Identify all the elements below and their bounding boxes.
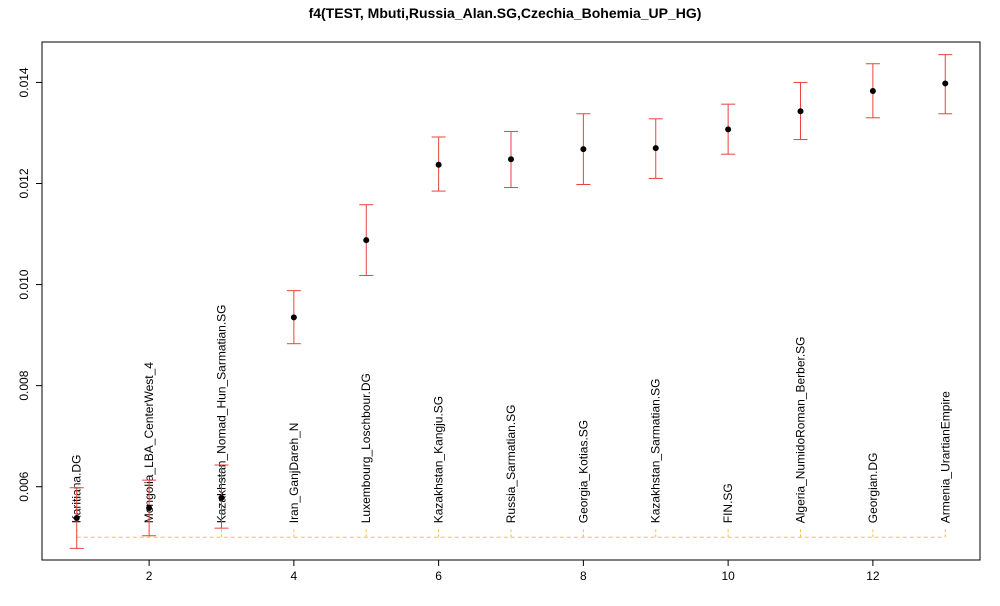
point-label: Kazakhstan_Sarmatian.SG [649, 379, 663, 524]
data-point [290, 314, 297, 321]
y-tick-label: 0.010 [17, 269, 31, 299]
point-label: Georgian.DG [866, 453, 880, 524]
point-label: Georgia_Kotias.SG [576, 420, 590, 523]
data-point [435, 161, 442, 168]
point-labels: Karitiana.DG Mongolia_LBA_CenterWest_4 Kaz… [70, 304, 953, 523]
y-axis: 0.006 0.008 0.010 0.012 0.014 [17, 67, 42, 502]
y-tick-label: 0.008 [17, 370, 31, 400]
point-label: Luxembourg_Loschbour.DG [359, 373, 373, 523]
x-tick-label: 4 [291, 569, 298, 583]
y-tick-label: 0.012 [17, 168, 31, 198]
plot-frame [41, 41, 981, 561]
point-label: Iran_GanjDareh_N [287, 423, 301, 524]
point-label: Armenia_UrartianEmpire [938, 391, 952, 523]
data-points [73, 80, 949, 522]
baseline-group [76, 529, 946, 538]
x-tick-label: 12 [866, 569, 880, 583]
data-point [652, 145, 659, 152]
data-point [146, 504, 153, 511]
y-tick-label: 0.014 [17, 67, 31, 97]
data-point [73, 515, 80, 522]
y-tick-label: 0.006 [17, 471, 31, 501]
x-tick-label: 2 [146, 569, 153, 583]
x-axis: 2 4 6 8 10 12 [146, 560, 880, 583]
data-point [725, 126, 732, 133]
point-label: Kazakhstan_Nomad_Hun_Sarmatian.SG [214, 304, 228, 523]
data-point [869, 88, 876, 95]
point-label: Mongolia_LBA_CenterWest_4 [142, 362, 156, 524]
data-point [363, 237, 370, 244]
data-point [942, 80, 949, 87]
point-label: FIN.SG [721, 483, 735, 523]
point-label: Russia_Sarmatian.SG [504, 405, 518, 524]
point-label: Algeria_NumidoRoman_Berber.SG [794, 336, 808, 523]
x-tick-label: 8 [580, 569, 587, 583]
data-point [218, 494, 225, 501]
data-point [797, 108, 804, 115]
point-label: Kazakhstan_Kangju.SG [432, 396, 446, 523]
x-tick-label: 6 [435, 569, 442, 583]
data-point [508, 156, 514, 163]
chart-title: f4(TEST, Mbuti,Russia_Alan.SG,Czechia_Bo… [309, 5, 702, 21]
x-tick-label: 10 [721, 569, 735, 583]
data-point [580, 146, 587, 153]
